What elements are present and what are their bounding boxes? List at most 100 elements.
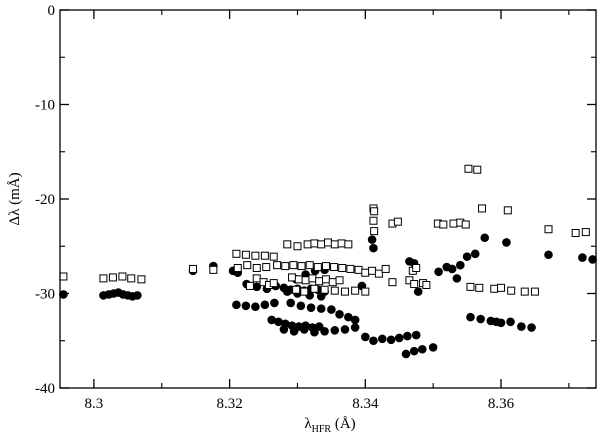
open-square-point	[245, 281, 254, 290]
filled-circle-point	[335, 309, 344, 319]
y-axis-label: Δλ (mÅ)	[7, 172, 23, 225]
open-square-point	[262, 263, 271, 272]
open-square-point	[288, 273, 297, 282]
filled-circle-point	[274, 317, 283, 327]
open-square-point	[361, 287, 370, 296]
open-square-point	[422, 280, 431, 289]
open-square-point	[317, 240, 326, 249]
filled-circle-point	[470, 249, 480, 259]
open-square-point	[59, 272, 68, 281]
open-square-point	[310, 284, 319, 293]
open-square-point	[232, 249, 241, 258]
open-square-point	[118, 272, 127, 281]
filled-circle-point	[447, 264, 457, 274]
filled-circle-point	[350, 323, 360, 332]
open-square-point	[368, 266, 377, 275]
open-square-point	[507, 286, 516, 295]
open-square-point	[490, 284, 499, 293]
filled-circle-point	[496, 318, 506, 328]
filled-circle-point	[452, 274, 462, 283]
filled-circle-point	[327, 305, 336, 314]
open-square-point	[473, 165, 482, 174]
open-square-point	[393, 217, 402, 226]
axes: 8.3 8.32 8.34 8.36 0 -10 -20 -30 -40	[35, 3, 596, 412]
filled-circle-point	[506, 317, 515, 327]
open-square-point	[315, 277, 324, 286]
filled-circle-point	[428, 343, 438, 352]
open-square-point	[301, 276, 310, 285]
x-tick-label: 8.32	[216, 396, 242, 412]
open-square-point	[137, 275, 146, 284]
open-square-point	[370, 227, 379, 236]
open-square-point	[281, 262, 290, 271]
filled-circle-point	[241, 301, 251, 311]
filled-circle-point	[232, 300, 241, 310]
open-square-point	[497, 283, 506, 292]
open-square-point	[313, 263, 322, 272]
open-square-point	[251, 251, 260, 260]
y-tick-label: 0	[48, 3, 56, 19]
open-square-point	[410, 280, 419, 289]
open-square-point	[243, 261, 252, 270]
open-square-point	[461, 220, 470, 229]
open-square-point	[310, 239, 319, 248]
open-square-point	[351, 286, 360, 295]
open-square-point	[338, 263, 347, 272]
filled-circle-point	[369, 243, 378, 253]
filled-circle-point	[418, 344, 427, 354]
open-square-point	[466, 282, 475, 291]
x-axis-label-subscript: HFR	[312, 424, 332, 435]
open-square-point	[321, 275, 330, 284]
filled-circle-point	[59, 290, 68, 299]
filled-circle-point	[296, 301, 306, 311]
open-square-point	[209, 265, 218, 274]
y-tick-label: -20	[35, 192, 55, 208]
open-square-point	[303, 240, 312, 249]
open-square-point	[370, 207, 379, 216]
open-square-point	[294, 275, 303, 284]
filled-circle-point	[462, 252, 472, 261]
filled-circle-point	[344, 312, 353, 322]
filled-circle-point	[413, 287, 423, 296]
filled-circle-point	[316, 292, 326, 301]
filled-circle-point	[316, 304, 326, 313]
filled-circle-point	[386, 335, 396, 345]
filled-circle-point	[517, 322, 526, 331]
open-square-point	[260, 251, 269, 260]
open-square-point	[449, 219, 458, 228]
x-axis-label-main: λ	[304, 416, 312, 432]
open-square-point	[412, 263, 421, 272]
filled-circle-point	[251, 302, 260, 312]
open-square-point	[330, 263, 339, 272]
filled-circle-point	[282, 287, 292, 296]
open-square-point	[478, 204, 487, 213]
open-square-point	[321, 262, 330, 271]
open-square-point	[439, 220, 448, 229]
filled-circle-point	[394, 333, 404, 343]
open-square-point	[324, 238, 332, 247]
x-axis-label-unit: (Å)	[331, 416, 356, 432]
filled-circle-point	[377, 334, 387, 344]
filled-circle-point	[310, 327, 319, 337]
filled-circle-point	[306, 303, 316, 312]
open-square-point	[293, 242, 302, 251]
open-square-point	[188, 264, 197, 273]
filled-circle-point	[476, 314, 485, 324]
open-square-point	[571, 229, 580, 238]
filled-circle-point	[456, 260, 465, 270]
filled-circle-point	[367, 235, 377, 244]
filled-circle-point	[289, 327, 299, 336]
open-square-point	[241, 250, 250, 259]
open-square-point	[300, 287, 309, 296]
open-square-point	[252, 274, 261, 283]
y-tick-label: -30	[35, 287, 55, 303]
filled-circle-point	[340, 325, 350, 334]
open-square-point	[335, 276, 344, 285]
filled-circle-point	[409, 346, 419, 356]
open-square-point	[354, 265, 363, 274]
filled-circle-point	[270, 298, 279, 308]
open-square-point	[369, 216, 378, 225]
open-square-point	[544, 225, 553, 234]
filled-circle-point	[299, 325, 309, 334]
filled-circle-point	[403, 331, 412, 341]
